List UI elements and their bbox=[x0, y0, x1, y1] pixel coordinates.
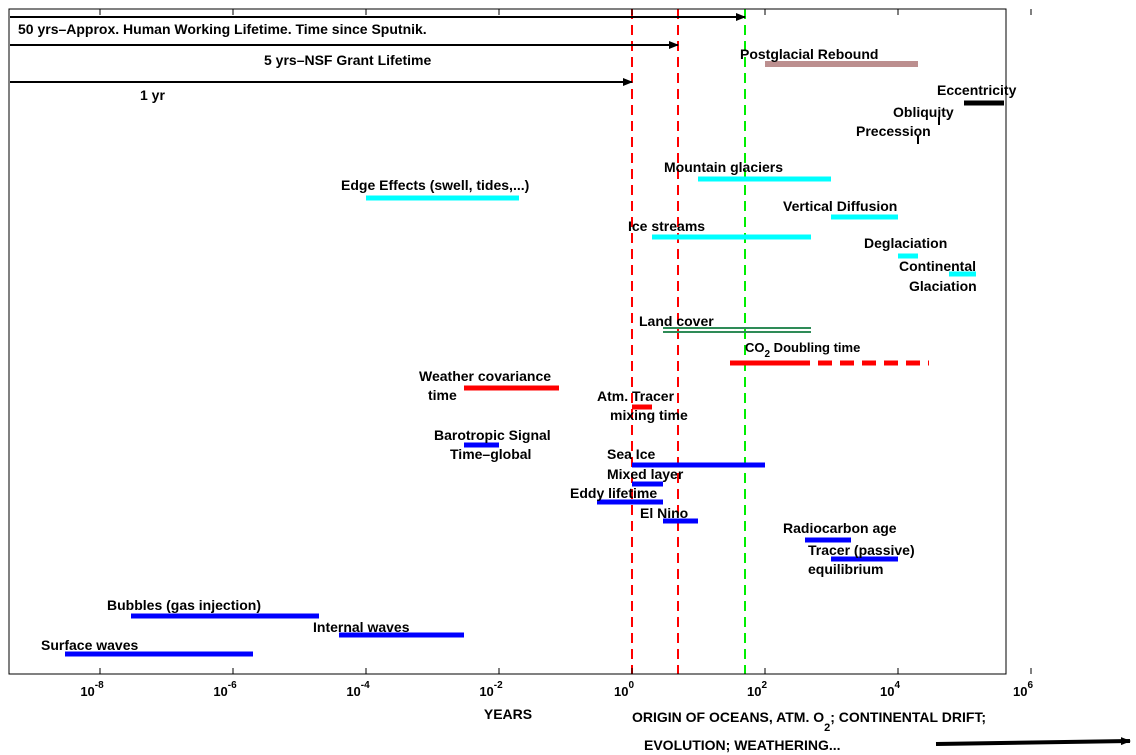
footer-note: ORIGIN OF OCEANS, ATM. O2; CONTINENTAL D… bbox=[632, 709, 1131, 753]
arrow-1yr-label: 1 yr bbox=[140, 87, 165, 103]
range-label-surface-waves: Surface waves bbox=[41, 637, 138, 653]
footer-arrow bbox=[935, 737, 1131, 746]
range-label-sea-ice: Sea Ice bbox=[607, 446, 655, 462]
plot-frame bbox=[8, 8, 1007, 675]
range-label-continental-glaciation-line2: Glaciation bbox=[909, 278, 977, 294]
x-tick-label: 10-6 bbox=[213, 680, 237, 699]
x-tick-label: 10-8 bbox=[80, 680, 104, 699]
range-label-barotropic-signal-time-global-line1: Barotropic Signal bbox=[434, 427, 551, 443]
x-tick-label: 10-2 bbox=[479, 680, 503, 699]
range-label-postglacial-rebound: Postglacial Rebound bbox=[740, 46, 878, 62]
range-label-deglaciation: Deglaciation bbox=[864, 235, 947, 251]
range-label-tracer-passive-equilibrium-line2: equilibrium bbox=[808, 561, 883, 577]
plot-area: 50 yrs–Approx. Human Working Lifetime. T… bbox=[10, 9, 1017, 674]
range-label-mixed-layer: Mixed layer bbox=[607, 466, 684, 482]
range-label-co-doubling-time: CO2 Doubling time bbox=[745, 340, 860, 360]
range-label-weather-covariance-time-line2: time bbox=[428, 387, 457, 403]
x-axis-label: YEARS bbox=[484, 706, 532, 722]
x-tick-label: 10-4 bbox=[346, 680, 370, 699]
range-label-precession: Precession bbox=[856, 123, 931, 139]
range-label-eddy-lifetime: Eddy lifetime bbox=[570, 485, 657, 501]
range-label-continental-glaciation-line1: Continental bbox=[899, 258, 976, 274]
range-label-land-cover: Land cover bbox=[639, 313, 714, 329]
arrow-50yr-label: 50 yrs–Approx. Human Working Lifetime. T… bbox=[18, 21, 427, 37]
x-tick-label: 106 bbox=[1013, 680, 1033, 699]
x-tick-label: 104 bbox=[880, 680, 900, 699]
range-label-radiocarbon-age: Radiocarbon age bbox=[783, 520, 897, 536]
footer-line-1: ORIGIN OF OCEANS, ATM. O2; CONTINENTAL D… bbox=[632, 709, 986, 734]
range-label-tracer-passive-equilibrium-line1: Tracer (passive) bbox=[808, 542, 915, 558]
range-label-mountain-glaciers: Mountain glaciers bbox=[664, 159, 783, 175]
range-label-internal-waves: Internal waves bbox=[313, 619, 410, 635]
range-label-barotropic-signal-time-global-line2: Time–global bbox=[450, 446, 531, 462]
range-label-bubbles-gas-injection: Bubbles (gas injection) bbox=[107, 597, 261, 613]
range-label-eccentricity: Eccentricity bbox=[937, 82, 1017, 98]
range-label-atm-tracer-mixing-time-line1: Atm. Tracer bbox=[597, 388, 675, 404]
range-label-edge-effects-swell-tides: Edge Effects (swell, tides,...) bbox=[341, 177, 529, 193]
x-tick-label: 102 bbox=[747, 680, 767, 699]
range-label-ice-streams: Ice streams bbox=[628, 218, 705, 234]
footer-line-2: EVOLUTION; WEATHERING... bbox=[644, 737, 841, 753]
x-axis: 10-8 10-6 10-4 10-2 100 102 104 106 bbox=[80, 9, 1033, 699]
range-label-weather-covariance-time-line1: Weather covariance bbox=[419, 368, 551, 384]
range-label-vertical-diffusion: Vertical Diffusion bbox=[783, 198, 897, 214]
x-tick-label: 100 bbox=[614, 680, 634, 699]
range-label-atm-tracer-mixing-time-line2: mixing time bbox=[610, 407, 688, 423]
range-label-el-nino: El Nino bbox=[640, 505, 688, 521]
range-label-obliquity: Obliquity bbox=[893, 104, 954, 120]
arrow-5yr-label: 5 yrs–NSF Grant Lifetime bbox=[264, 52, 431, 68]
